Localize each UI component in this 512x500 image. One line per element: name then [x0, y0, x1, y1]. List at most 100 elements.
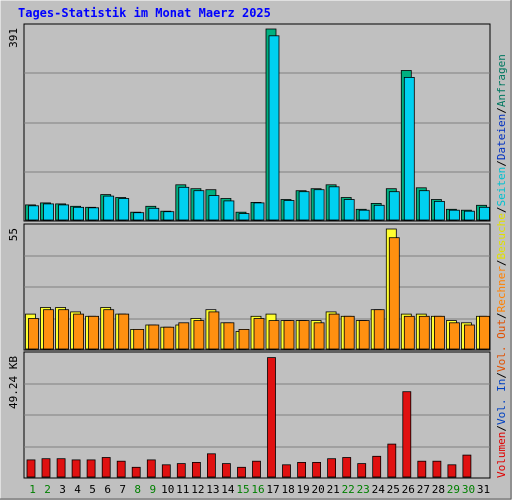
day-label-2: 2: [44, 483, 51, 496]
legend-entry: Rechner: [495, 266, 508, 313]
day-label-21: 21: [327, 483, 340, 496]
bar-dateien-day-13: [208, 195, 220, 221]
legend-entry: Vol. In: [495, 379, 508, 425]
bar-dateien-day-3: [58, 204, 69, 221]
bar-dateien-day-17: [268, 35, 280, 221]
day-label-17: 17: [266, 483, 279, 496]
bar-rechner-day-23: [358, 320, 370, 350]
bar-rechner-day-29: [448, 322, 460, 350]
y-max-label: 391: [7, 28, 20, 48]
bar-dateien-day-23: [358, 209, 370, 221]
bar-dateien-day-28: [433, 200, 445, 221]
day-label-15: 15: [236, 483, 249, 496]
bar-volumen-day-27: [417, 460, 427, 478]
bar-dateien-day-20: [313, 189, 325, 221]
bar-dateien-day-24: [373, 204, 385, 221]
bar-dateien-day-5: [88, 207, 99, 221]
bar-dateien-day-26: [403, 77, 415, 221]
bar-volumen-day-9: [146, 459, 156, 478]
bar-rechner-day-8: [133, 328, 145, 350]
y-max-label: 49.24 KB: [7, 356, 20, 409]
bar-volumen-day-14: [221, 463, 231, 478]
bar-volumen-day-29: [447, 464, 457, 478]
bar-rechner-day-5: [88, 315, 99, 350]
bar-rechner-day-26: [403, 315, 415, 350]
legend-entry: Vol. Out: [495, 319, 508, 372]
bar-rechner-day-13: [208, 311, 220, 350]
bar-dateien-day-14: [223, 200, 235, 221]
day-label-16: 16: [251, 483, 264, 496]
bar-volumen-day-20: [312, 461, 322, 478]
bar-dateien-day-8: [133, 212, 145, 221]
day-label-13: 13: [206, 483, 219, 496]
day-label-4: 4: [74, 483, 81, 496]
day-label-3: 3: [59, 483, 66, 496]
bar-dateien-day-22: [343, 199, 355, 221]
bar-volumen-day-3: [56, 458, 66, 478]
bar-rechner-day-30: [463, 324, 475, 350]
day-label-29: 29: [447, 483, 460, 496]
bar-dateien-day-29: [448, 209, 460, 221]
bar-rechner-day-31: [479, 315, 490, 350]
bar-dateien-day-27: [418, 190, 430, 221]
bar-dateien-day-19: [298, 191, 310, 221]
bar-volumen-day-2: [41, 458, 51, 478]
bar-rechner-day-21: [328, 313, 340, 350]
bar-rechner-day-20: [313, 322, 325, 350]
bar-volumen-day-24: [372, 455, 382, 478]
bar-dateien-day-4: [73, 206, 84, 221]
panel-top: 391: [7, 23, 491, 222]
bar-rechner-day-10: [163, 326, 175, 350]
day-label-26: 26: [402, 483, 415, 496]
day-label-6: 6: [104, 483, 111, 496]
bar-volumen-day-8: [131, 466, 141, 478]
day-label-14: 14: [221, 483, 235, 496]
legend-entry: /: [495, 425, 508, 432]
day-label-20: 20: [311, 483, 324, 496]
legend-entry: /: [495, 206, 508, 213]
bar-dateien-day-2: [43, 203, 54, 221]
bar-rechner-day-24: [373, 309, 385, 350]
day-label-31: 31: [477, 483, 490, 496]
bar-volumen-day-23: [357, 463, 367, 478]
bar-volumen-day-18: [282, 464, 291, 478]
bar-rechner-day-16: [253, 318, 265, 350]
legend-entry: /: [495, 107, 508, 114]
day-label-28: 28: [432, 483, 445, 496]
bar-rechner-day-19: [298, 320, 310, 350]
legend: Volumen/Vol. In/Vol. Out/Rechner/Besuche…: [495, 54, 508, 478]
bar-dateien-day-1: [28, 205, 39, 221]
bar-rechner-day-15: [238, 328, 250, 350]
day-label-8: 8: [134, 483, 141, 496]
bar-volumen-day-17: [267, 357, 276, 478]
bar-volumen-day-10: [161, 464, 171, 478]
chart-title: Tages-Statistik im Monat Maerz 2025: [18, 6, 271, 20]
day-label-19: 19: [296, 483, 309, 496]
legend-text: Volumen/Vol. In/Vol. Out/Rechner/Besuche…: [495, 54, 508, 478]
legend-entry: Anfragen: [495, 54, 508, 107]
bar-rechner-day-3: [58, 309, 69, 350]
bar-dateien-day-16: [253, 202, 265, 221]
bar-volumen-day-28: [432, 460, 442, 478]
bar-rechner-day-27: [418, 315, 430, 350]
bar-rechner-day-14: [223, 322, 235, 350]
day-label-23: 23: [357, 483, 370, 496]
bar-dateien-day-10: [163, 211, 175, 221]
bar-volumen-day-21: [327, 458, 337, 478]
panel-bottom: 49.24 KB: [7, 351, 491, 479]
bar-dateien-day-25: [388, 191, 400, 221]
bar-dateien-day-31: [479, 206, 490, 221]
legend-entry: Dateien: [495, 114, 508, 160]
day-label-9: 9: [149, 483, 156, 496]
bar-volumen-day-7: [116, 460, 126, 478]
day-label-30: 30: [462, 483, 475, 496]
bar-volumen-day-26: [402, 391, 412, 478]
day-label-10: 10: [161, 483, 174, 496]
bar-volumen-day-30: [462, 454, 472, 478]
bar-volumen-day-22: [342, 457, 352, 478]
day-label-11: 11: [176, 483, 189, 496]
bar-volumen-day-11: [176, 463, 186, 478]
bar-dateien-day-7: [118, 198, 130, 221]
bar-rechner-day-7: [118, 313, 130, 350]
